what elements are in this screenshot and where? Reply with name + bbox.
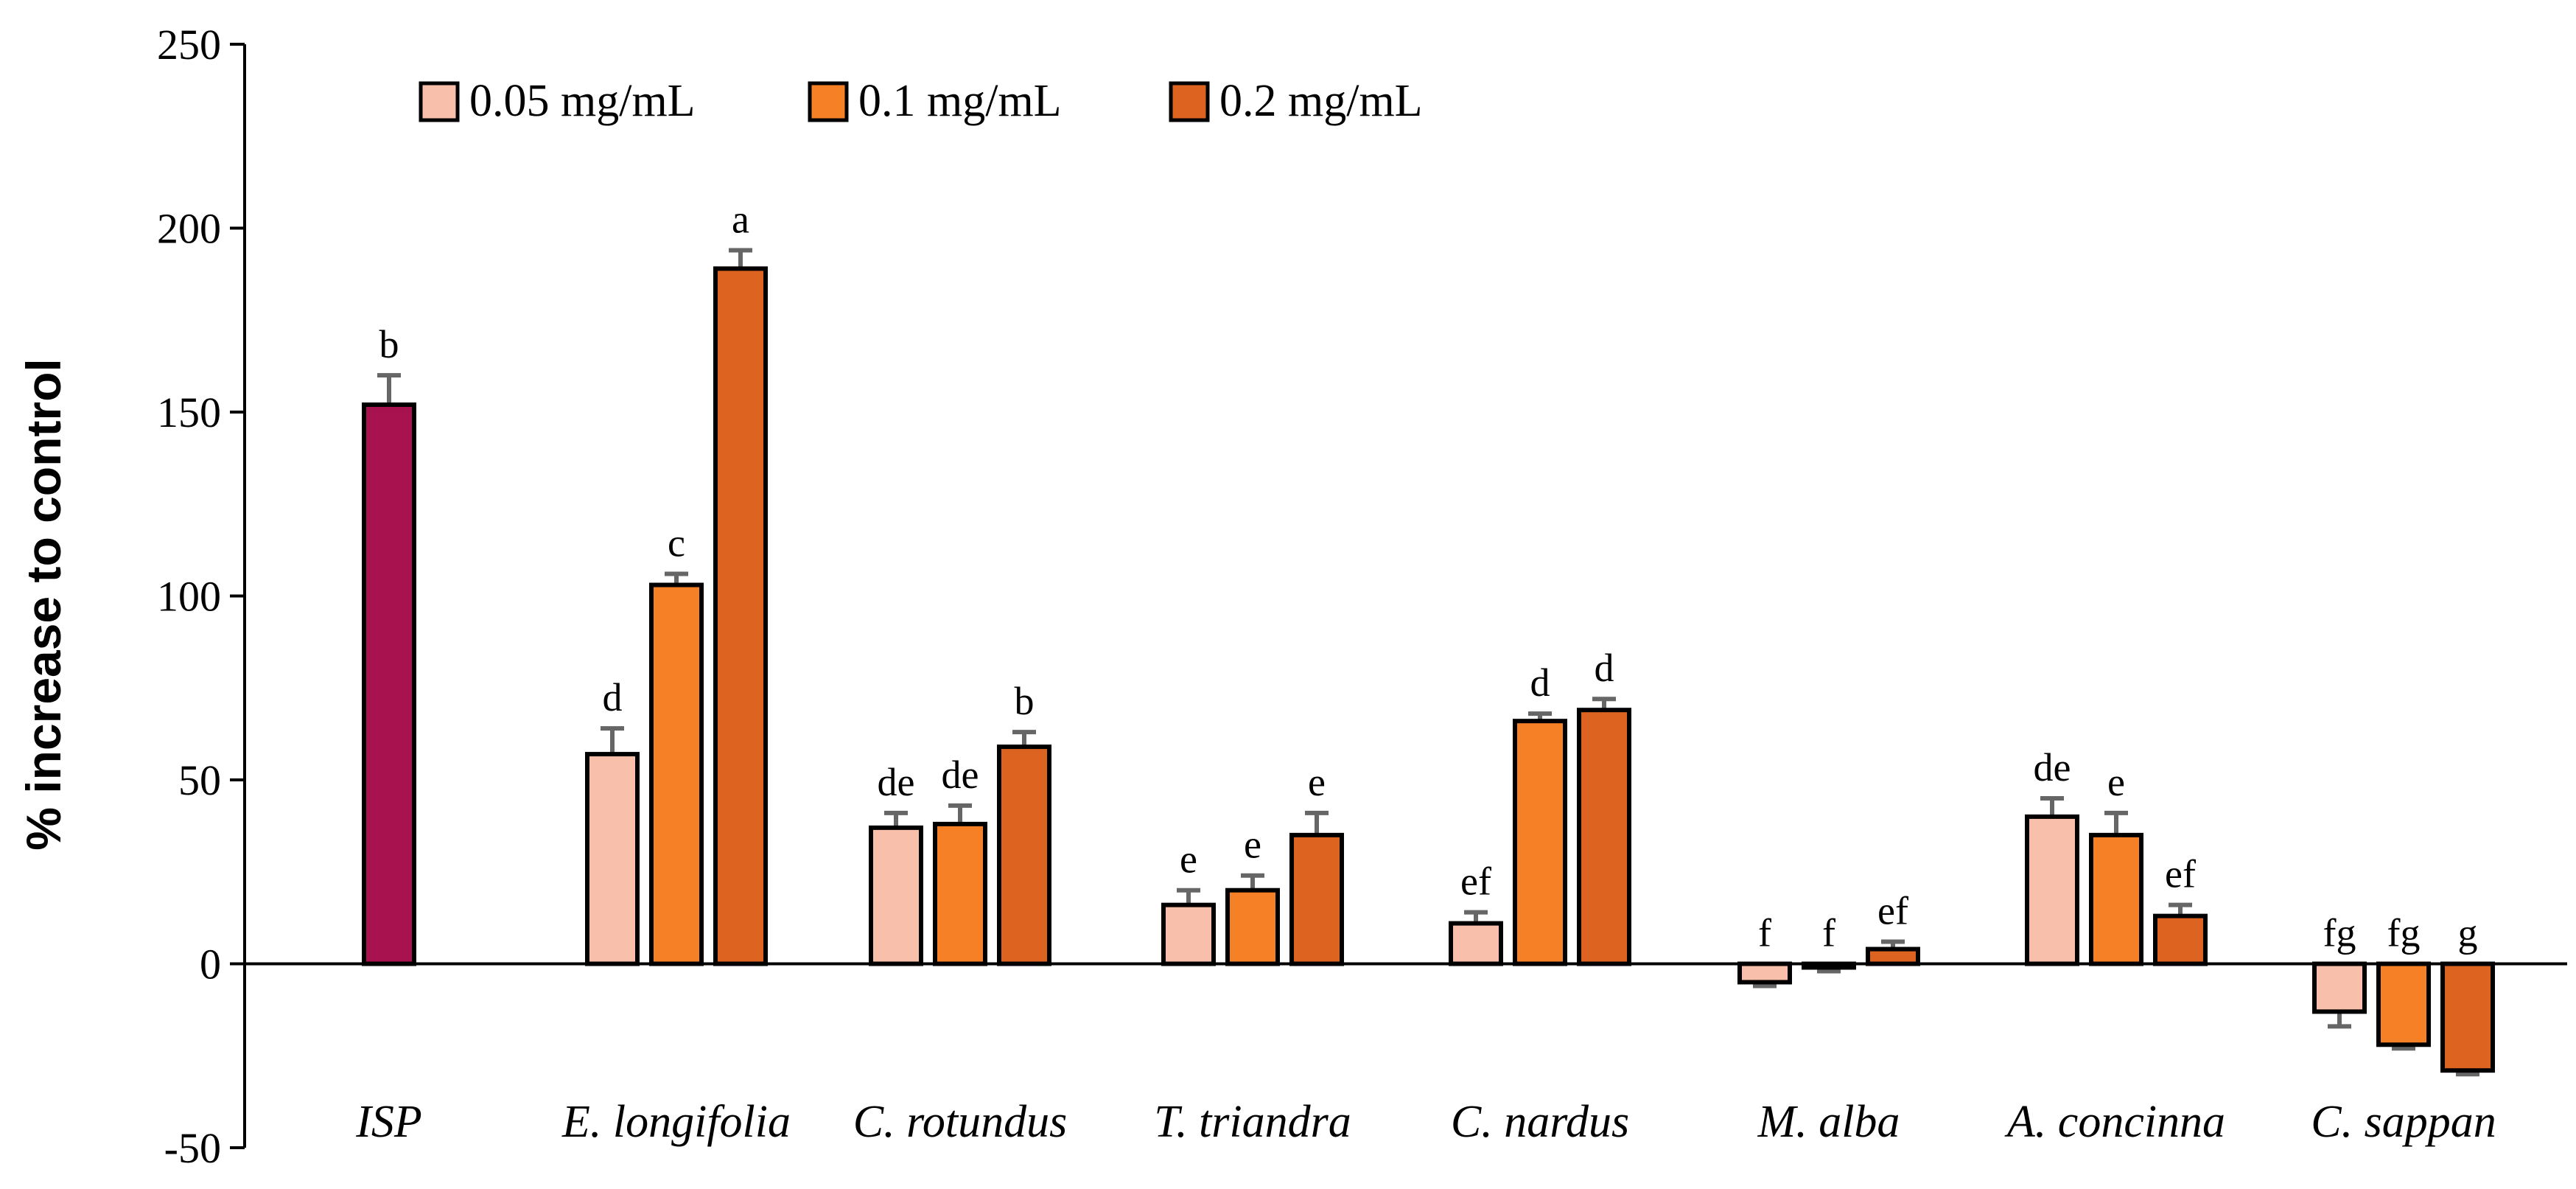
significance-label: e <box>1180 837 1197 882</box>
significance-label: fg <box>2323 911 2356 955</box>
significance-label: b <box>379 322 399 366</box>
bar-series-3 <box>2153 913 2208 966</box>
significance-label: de <box>2034 745 2071 789</box>
legend-label: 0.1 mg/mL <box>858 76 1062 126</box>
bar-series-2 <box>1225 888 1280 966</box>
bar-series-1 <box>585 752 640 966</box>
significance-label: ef <box>2165 852 2196 896</box>
significance-label: ef <box>1877 889 1908 933</box>
x-category-label: C. sappan <box>2311 1097 2496 1147</box>
legend-swatch <box>808 81 849 122</box>
x-category-label: C. rotundus <box>853 1097 1068 1147</box>
significance-label: ef <box>1460 860 1491 904</box>
significance-label: c <box>668 521 685 565</box>
significance-label: de <box>878 760 915 804</box>
bar-series-1 <box>869 825 923 966</box>
bar-series-2 <box>1802 961 1856 970</box>
y-tick-label: 0 <box>200 941 221 988</box>
bar-series-3 <box>1866 946 1920 966</box>
bar-series-3 <box>2440 961 2495 1073</box>
significance-label: e <box>1308 760 1326 804</box>
x-category-label: E. longifolia <box>561 1097 791 1147</box>
legend: 0.05 mg/mL 0.1 mg/mL 0.2 mg/mL <box>419 76 1423 126</box>
bar-series-2 <box>2089 832 2143 966</box>
bar-series-2 <box>2376 961 2431 1047</box>
y-tick-label: 200 <box>157 205 221 253</box>
x-category-label: C. nardus <box>1451 1097 1629 1147</box>
significance-label: fg <box>2387 911 2421 955</box>
y-tick-label: 250 <box>157 21 221 69</box>
legend-label: 0.05 mg/mL <box>469 76 696 126</box>
x-category-label: T. triandra <box>1154 1097 1351 1147</box>
significance-label: d <box>1530 660 1550 705</box>
significance-label: d <box>1595 646 1614 690</box>
bar-series-3 <box>1289 832 1344 966</box>
significance-label: e <box>2107 760 2125 804</box>
y-tick-label: 100 <box>157 573 221 621</box>
axes: 250 200 150 100 50 0 -50 ISP E. longifolia C. rot… <box>157 21 2567 1172</box>
bar-isp <box>362 402 416 966</box>
bar-series-3 <box>1577 708 1631 966</box>
bar-series-1 <box>1161 902 1216 966</box>
significance-label: f <box>1758 911 1771 955</box>
bar-series-2 <box>1513 719 1567 966</box>
x-category-label: ISP <box>355 1097 422 1147</box>
bar-series-3 <box>713 266 768 966</box>
x-category-label: M. alba <box>1757 1097 1900 1147</box>
bar-series-2 <box>933 821 987 966</box>
y-axis-label: % increase to control <box>16 358 71 851</box>
significance-label: d <box>603 675 623 719</box>
bar-series-1 <box>1449 921 1503 966</box>
significance-label: de <box>942 753 979 797</box>
bar-series-1 <box>2312 961 2367 1014</box>
bar-series-1 <box>1737 961 1792 985</box>
y-tick-label: 150 <box>157 388 221 436</box>
significance-label: g <box>2458 911 2478 955</box>
legend-swatch <box>419 81 460 122</box>
x-category-label: A. concinna <box>2004 1097 2225 1147</box>
bar-series-3 <box>997 745 1051 966</box>
legend-swatch <box>1169 81 1210 122</box>
y-tick-label: -50 <box>164 1124 221 1172</box>
significance-label: e <box>1244 823 1261 867</box>
significance-label: a <box>732 197 749 241</box>
bar-series-1 <box>2025 814 2079 966</box>
significance-label: b <box>1015 679 1035 723</box>
legend-label: 0.2 mg/mL <box>1219 76 1423 126</box>
y-tick-label: 50 <box>178 756 221 804</box>
significance-label: f <box>1822 911 1835 955</box>
bar-series-2 <box>649 582 704 966</box>
